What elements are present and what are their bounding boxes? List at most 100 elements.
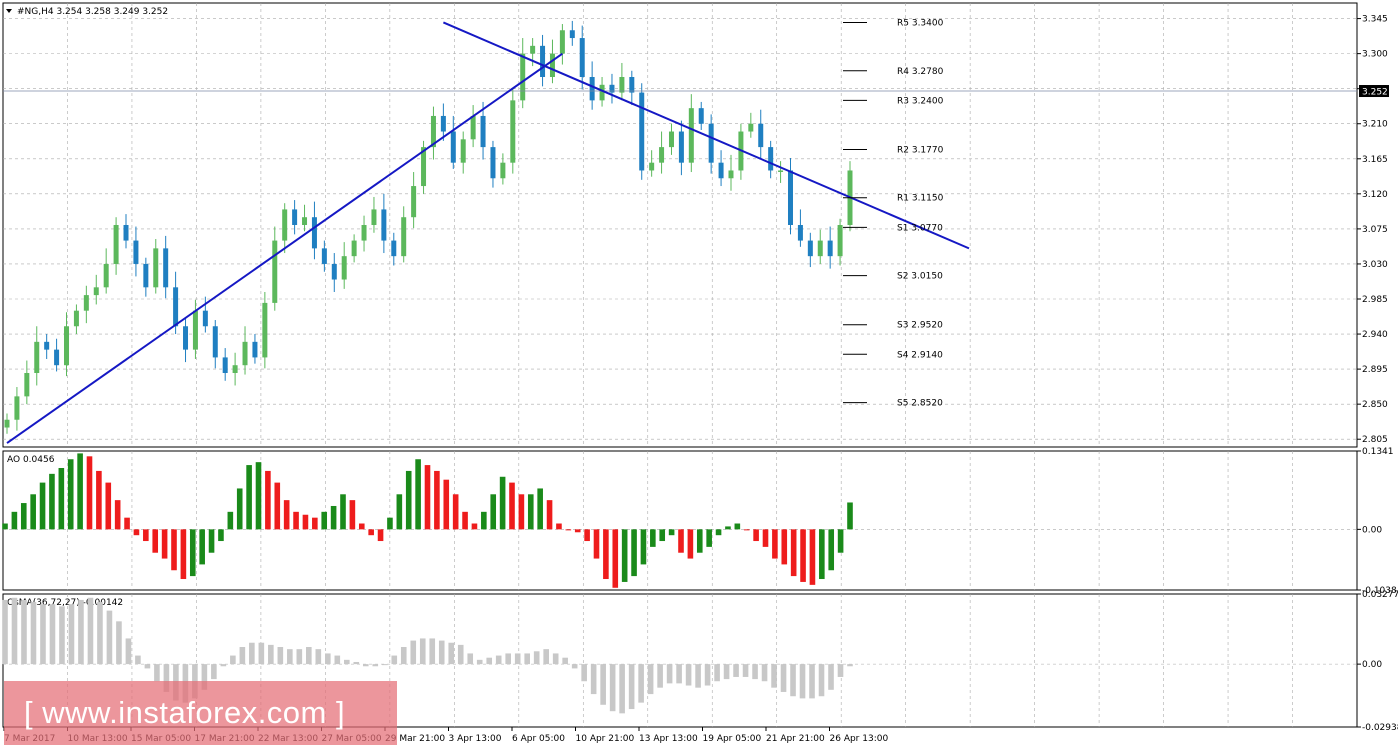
candle-body — [549, 53, 555, 77]
y-tick-label: 2.805 — [1362, 435, 1388, 445]
osma-bar — [514, 653, 521, 665]
osma-bar — [334, 655, 341, 665]
ao-bar — [537, 488, 543, 530]
candle-body — [133, 240, 139, 264]
candle-body — [73, 310, 79, 327]
ao-bar — [828, 529, 835, 571]
candle-body — [579, 38, 585, 77]
osma-bar — [201, 664, 208, 690]
ao-bar — [481, 511, 487, 530]
current-price-label: 3.252 — [1362, 88, 1388, 98]
ao-bar — [772, 529, 778, 559]
candle-body — [222, 357, 228, 373]
osma-bar — [230, 655, 236, 665]
candle-body — [668, 131, 674, 148]
y-tick-label: 0.1341 — [1362, 447, 1394, 457]
osma-bar — [249, 642, 255, 665]
osma-bar — [609, 664, 616, 712]
x-tick-label: 6 Apr 05:00 — [512, 734, 565, 744]
candle-body — [718, 162, 724, 179]
y-tick-label: 2.985 — [1362, 295, 1388, 305]
candle-body — [649, 162, 655, 171]
osma-bar — [552, 653, 559, 665]
candle-body — [629, 77, 635, 93]
ao-bar — [499, 476, 506, 530]
ao-bar — [593, 529, 600, 559]
osma-bar — [268, 644, 274, 665]
x-tick-label: 19 Apr 05:00 — [703, 734, 762, 744]
ao-bar — [715, 529, 722, 536]
candle-body — [83, 295, 89, 311]
osma-bar — [590, 664, 597, 695]
y-tick-label: 3.075 — [1362, 225, 1388, 235]
candle-body — [64, 326, 70, 366]
candle-body — [183, 326, 189, 350]
candle-body — [837, 225, 843, 257]
candle-body — [242, 341, 248, 366]
ao-bar — [283, 500, 290, 530]
osma-bar — [78, 599, 84, 665]
candle-body — [609, 84, 615, 93]
x-tick-label: 26 Apr 13:00 — [830, 734, 889, 744]
panel-frame-2 — [2, 450, 1358, 591]
ao-bar — [424, 465, 431, 530]
osma-bar — [657, 664, 663, 688]
ao-bar — [706, 529, 712, 547]
ao-bar — [20, 503, 27, 530]
ao-bar — [161, 529, 168, 559]
ao-bar — [471, 523, 478, 530]
ao-bar — [396, 494, 403, 530]
ao-bar — [30, 494, 36, 530]
ao-bar — [105, 482, 112, 530]
candle-body — [807, 240, 813, 257]
osma-bar — [780, 664, 787, 692]
y-tick-label: 3.030 — [1362, 260, 1388, 270]
candle-body — [421, 147, 427, 187]
ao-bar — [584, 529, 590, 542]
ao-bar — [847, 502, 853, 530]
osma-bar — [372, 664, 379, 667]
ao-bar — [387, 517, 393, 530]
candle-body — [163, 248, 169, 288]
ao-bar — [124, 517, 130, 530]
ao-bar — [734, 523, 741, 530]
osma-bar — [723, 664, 730, 680]
ao-bar — [640, 529, 647, 565]
osma-bar — [761, 664, 768, 682]
osma-bar — [714, 664, 720, 682]
osma-bar — [315, 649, 322, 665]
osma-bar — [638, 664, 644, 703]
candle-body — [540, 45, 546, 77]
ao-bar — [527, 494, 534, 530]
candle-body — [440, 115, 446, 132]
ao-bar — [274, 482, 281, 530]
ao-bar — [67, 459, 74, 530]
osma-bar — [163, 664, 170, 692]
candle-body — [748, 123, 754, 132]
ao-bar — [2, 523, 8, 530]
candle-body — [659, 147, 665, 163]
osma-bar — [391, 655, 398, 665]
candle-body — [768, 147, 774, 171]
y-tick-label: 3.120 — [1362, 190, 1388, 200]
ao-bar — [687, 529, 694, 559]
ao-bar — [39, 482, 46, 530]
osma-bar — [381, 664, 388, 666]
candle-body — [569, 30, 575, 39]
watermark-logo: [ www.instaforex.com ] — [4, 681, 397, 745]
osma-bar — [220, 664, 227, 667]
osma-bar — [87, 597, 94, 665]
symbol-header: #NG,H4 3.254 3.258 3.249 3.252 — [17, 7, 168, 17]
osma-bar — [676, 664, 682, 684]
candle-body — [302, 217, 308, 225]
osma-bar — [571, 664, 578, 669]
ao-bar — [86, 456, 93, 530]
ao-bar — [743, 529, 750, 531]
ao-bar — [265, 470, 271, 530]
candle-body — [292, 209, 298, 225]
ao-bar — [340, 494, 346, 530]
pivot-level-label: R4 3.2780 — [897, 67, 944, 77]
ao-bar — [302, 514, 309, 530]
ao-bar — [236, 488, 243, 530]
